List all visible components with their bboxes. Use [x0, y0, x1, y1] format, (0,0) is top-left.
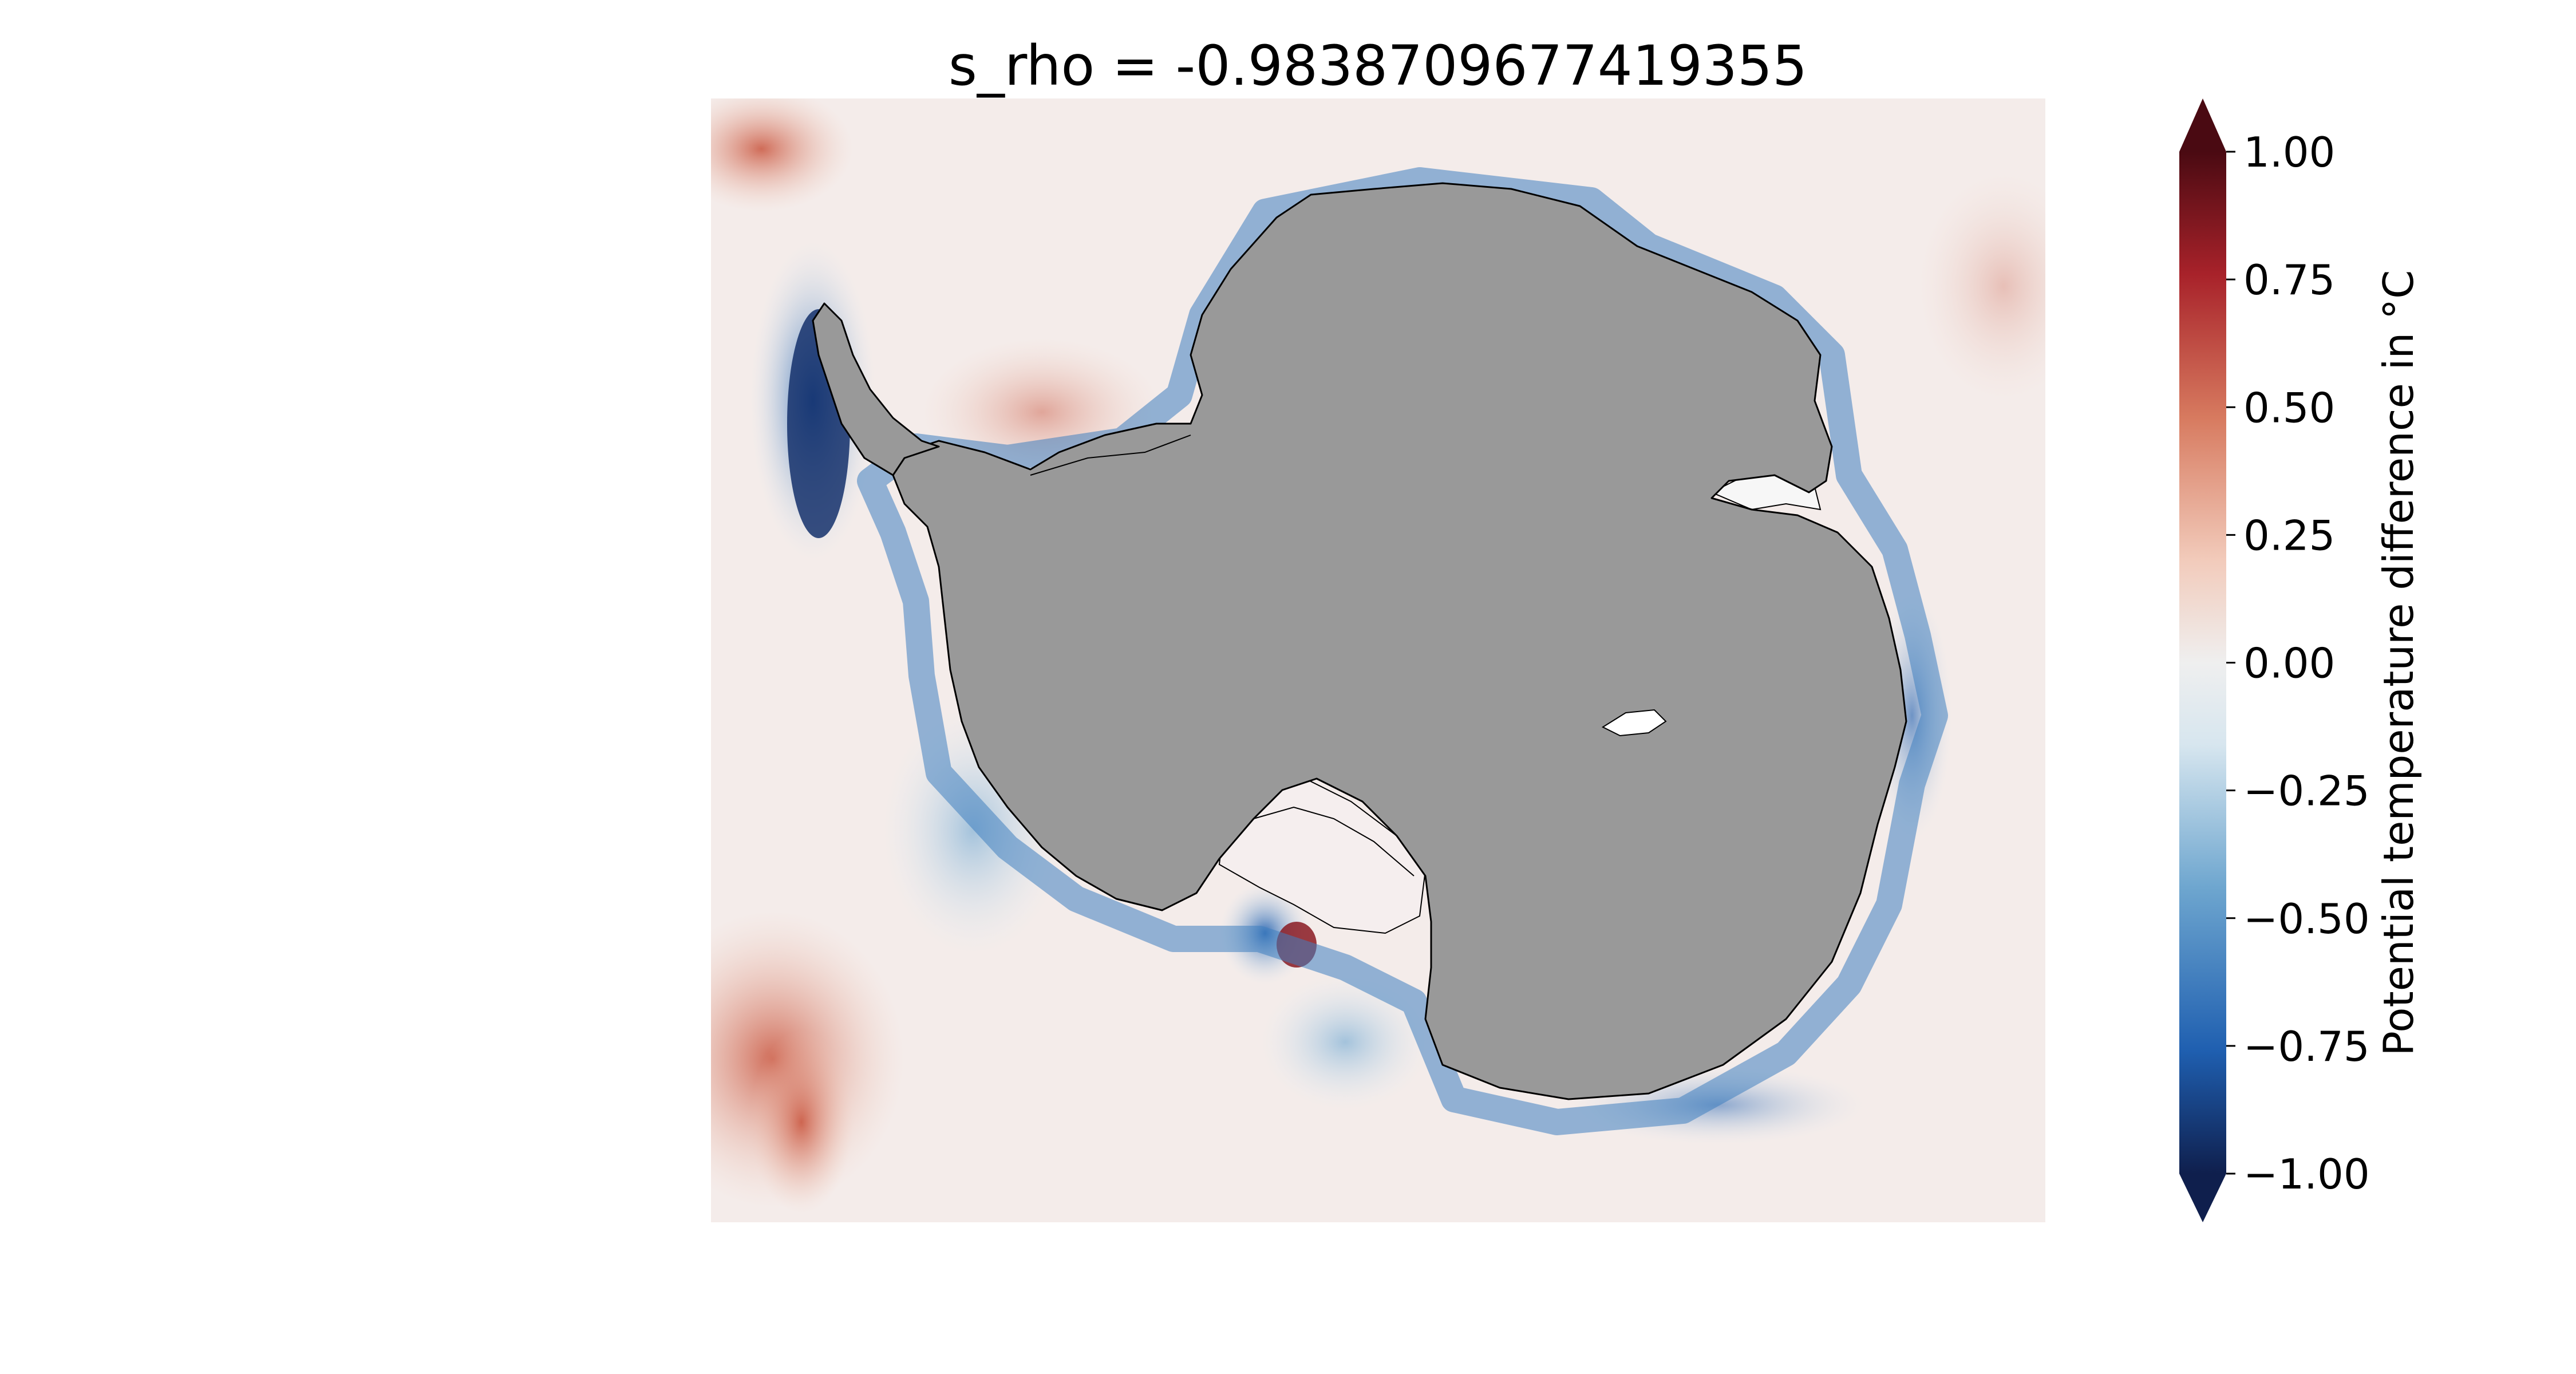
map-panel: [711, 98, 2045, 1222]
colorbar-tick-label: −0.50: [2243, 895, 2370, 943]
colorbar-tick-label: 0.75: [2243, 256, 2335, 304]
colorbar-tick-label: 0.25: [2243, 511, 2335, 559]
ice-shelf-ross: [1218, 777, 1427, 934]
warm-anomaly-northeast: [1918, 172, 2045, 401]
grounding-line-ross: [1253, 806, 1415, 876]
lake-vostok: [1601, 709, 1667, 737]
colorbar-tick-label: 0.00: [2243, 639, 2335, 688]
colorbar-extend-max: [2179, 98, 2226, 152]
colorbar-extend-min: [2179, 1174, 2226, 1222]
colorbar-tick-label: −1.00: [2243, 1150, 2370, 1198]
colorbar-tick-label: −0.75: [2243, 1022, 2370, 1071]
warm-anomaly-northwest: [711, 98, 853, 212]
plot-title: s_rho = -0.9838709677419355: [949, 34, 1807, 98]
colorbar-ticks: 1.00 0.75 0.50 0.25 0.00 −0.25 −0.50 −0.75 −1.00: [2226, 128, 2370, 1198]
colorbar-gradient: [2179, 152, 2226, 1174]
warm-anomaly-southwest-core: [750, 1030, 853, 1214]
colorbar: 1.00 0.75 0.50 0.25 0.00 −0.25 −0.50 −0.75 −1.00…: [2179, 98, 2423, 1222]
cool-anomaly-ross-north: [1259, 973, 1431, 1111]
colorbar-tick-label: −0.25: [2243, 767, 2370, 815]
colorbar-tick-label: 0.50: [2243, 384, 2335, 432]
colorbar-label: Potential temperature difference in °C: [2374, 270, 2423, 1056]
grounding-line-weddell: [1030, 435, 1191, 476]
colorbar-tick-label: 1.00: [2243, 128, 2335, 176]
antarctic-peninsula: [812, 302, 940, 476]
